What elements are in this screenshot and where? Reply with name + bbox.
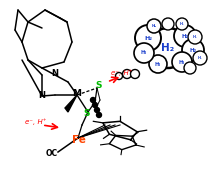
Text: S: S bbox=[84, 108, 90, 118]
Circle shape bbox=[193, 51, 207, 65]
Text: H₂: H₂ bbox=[141, 50, 147, 56]
Text: M: M bbox=[73, 90, 81, 98]
Text: H₂: H₂ bbox=[193, 35, 197, 39]
Text: H₂: H₂ bbox=[144, 36, 152, 40]
Text: e⁻, H⁺: e⁻, H⁺ bbox=[111, 70, 132, 76]
Circle shape bbox=[148, 28, 188, 68]
Circle shape bbox=[149, 55, 167, 73]
Circle shape bbox=[176, 18, 188, 30]
Text: H₂: H₂ bbox=[181, 33, 189, 39]
Text: N: N bbox=[38, 91, 46, 101]
Circle shape bbox=[95, 108, 100, 112]
Text: OC: OC bbox=[46, 149, 58, 159]
Circle shape bbox=[91, 98, 95, 102]
Text: H₂: H₂ bbox=[179, 60, 185, 64]
Polygon shape bbox=[65, 95, 77, 112]
Text: H₂: H₂ bbox=[155, 61, 161, 67]
Circle shape bbox=[184, 62, 196, 74]
Circle shape bbox=[135, 25, 161, 51]
Text: H₂: H₂ bbox=[161, 43, 175, 53]
Circle shape bbox=[182, 39, 204, 61]
Circle shape bbox=[97, 112, 102, 118]
Text: H₂: H₂ bbox=[198, 56, 202, 60]
Circle shape bbox=[147, 19, 161, 33]
Circle shape bbox=[188, 30, 202, 44]
Circle shape bbox=[162, 18, 174, 30]
Circle shape bbox=[130, 70, 140, 78]
Circle shape bbox=[174, 25, 196, 47]
Circle shape bbox=[134, 43, 154, 63]
Circle shape bbox=[172, 52, 192, 72]
Text: H₂: H₂ bbox=[180, 22, 184, 26]
Circle shape bbox=[122, 70, 132, 78]
Text: S: S bbox=[96, 81, 102, 91]
Circle shape bbox=[92, 102, 97, 108]
Text: N: N bbox=[51, 70, 59, 78]
Text: Fe: Fe bbox=[72, 135, 86, 145]
Text: H₂: H₂ bbox=[189, 47, 197, 53]
Text: H₂: H₂ bbox=[151, 24, 157, 28]
Text: e⁻, H⁺: e⁻, H⁺ bbox=[25, 119, 46, 125]
Circle shape bbox=[116, 73, 122, 80]
